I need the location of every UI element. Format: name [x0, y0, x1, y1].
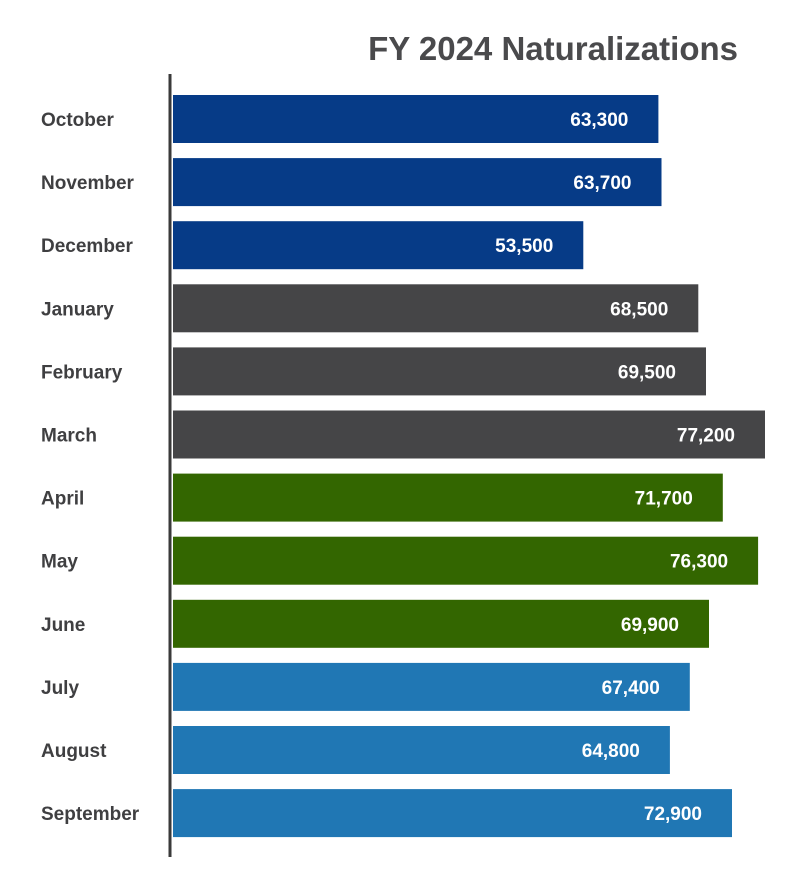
value-label-july: 67,400 [602, 678, 660, 699]
value-label-january: 68,500 [610, 299, 668, 320]
category-label-june: June [41, 615, 85, 636]
value-label-september: 72,900 [644, 804, 702, 825]
bar-october [173, 95, 659, 143]
value-label-november: 63,700 [573, 173, 631, 194]
value-label-march: 77,200 [677, 426, 735, 447]
category-label-july: July [41, 678, 79, 699]
bar-september [173, 789, 732, 838]
category-label-january: January [41, 299, 114, 320]
value-label-august: 64,800 [582, 741, 640, 762]
bar-december [173, 221, 584, 270]
value-label-december: 53,500 [495, 236, 553, 257]
value-label-february: 69,500 [618, 362, 676, 383]
category-label-march: March [41, 426, 97, 447]
bars-group: October 63,300 November 63,700 December 53,50… [41, 95, 765, 838]
category-label-february: February [41, 362, 123, 383]
category-label-april: April [41, 489, 84, 510]
bar-january [173, 284, 699, 333]
value-label-april: 71,700 [635, 489, 693, 510]
bar-march [173, 410, 765, 459]
chart-title: FY 2024 Naturalizations [368, 30, 738, 67]
category-label-september: September [41, 804, 140, 825]
value-label-june: 69,900 [621, 615, 679, 636]
category-label-august: August [41, 741, 107, 762]
value-label-may: 76,300 [670, 552, 728, 573]
bar-april [173, 473, 723, 522]
bar-june [173, 599, 709, 648]
category-label-october: October [41, 110, 114, 131]
category-label-may: May [41, 552, 78, 573]
bar-february [173, 347, 706, 396]
category-label-november: November [41, 173, 135, 194]
bar-november [173, 158, 662, 207]
bar-may [173, 536, 759, 585]
bar-august [173, 726, 670, 774]
value-label-october: 63,300 [570, 110, 628, 131]
category-label-december: December [41, 236, 133, 257]
bar-july [173, 662, 690, 711]
